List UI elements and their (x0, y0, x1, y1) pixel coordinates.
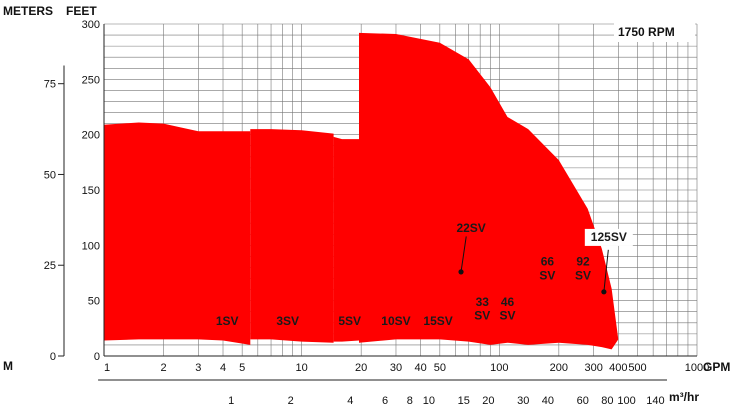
m3hr-tick-label: 100 (617, 395, 635, 407)
gpm-tick-label: 10 (296, 362, 308, 374)
model-label: SV (474, 308, 490, 322)
m3hr-tick-label: 80 (601, 395, 613, 407)
m3hr-tick-label: 8 (407, 395, 413, 407)
gpm-tick-label: 3 (195, 362, 201, 374)
feet-tick-label: 250 (82, 74, 100, 86)
gpm-tick-label: 1000 (685, 362, 709, 374)
model-label: 33 (476, 295, 490, 309)
meters-tick-label: 50 (44, 169, 56, 181)
curve-area (359, 32, 619, 350)
m3hr-tick-label: 60 (577, 395, 589, 407)
gpm-tick-label: 300 (584, 362, 602, 374)
m3hr-tick-label: 10 (423, 395, 435, 407)
axes (63, 24, 697, 381)
model-labels: 1SV 3SV 5SV 10SV 15SV22SV33SV46SV66SV92SV125… (216, 221, 633, 328)
curve-area (333, 136, 469, 349)
feet-tick-label: 100 (82, 240, 100, 252)
leader-dot (458, 269, 464, 275)
meters-unit-label: METERS (3, 4, 53, 18)
label-125sv-background (584, 228, 633, 246)
m3hr-tick-label: 40 (542, 395, 554, 407)
model-label: 15SV (423, 314, 452, 328)
gpm-tick-label: 20 (355, 362, 367, 374)
m3hr-tick-label: 1 (228, 395, 234, 407)
curve-area (250, 129, 334, 344)
gpm-tick-label: 50 (434, 362, 446, 374)
meters-tick-label: 25 (44, 260, 56, 272)
gpm-tick-label: 200 (550, 362, 568, 374)
meters-unit-stub: M (3, 359, 13, 373)
rpm-label: 1750 RPM (618, 25, 675, 39)
m3hr-tick-label: 6 (382, 395, 388, 407)
feet-unit-label: FEET (66, 4, 97, 18)
model-label: SV (575, 269, 591, 283)
m3hr-tick-label: 20 (482, 395, 494, 407)
model-label: 66 (541, 254, 555, 268)
feet-tick-label: 300 (82, 19, 100, 31)
gpm-tick-label: 40 (415, 362, 427, 374)
gpm-tick-label: 1 (104, 362, 110, 374)
gpm-tick-label: 2 (160, 362, 166, 374)
m3hr-tick-label: 30 (517, 395, 529, 407)
gpm-tick-label: 5 (239, 362, 245, 374)
feet-tick-label: 50 (88, 296, 100, 308)
gpm-tick-label: 4 (220, 362, 226, 374)
leader-dot (601, 289, 607, 295)
meters-tick-label: 75 (44, 79, 56, 91)
model-label: SV (539, 269, 555, 283)
gpm-tick-label: 30 (390, 362, 402, 374)
leader-line (603, 249, 609, 292)
model-label: 3SV (276, 314, 299, 328)
model-label: 92 (576, 254, 590, 268)
gpm-unit-label: GPM (703, 360, 730, 374)
feet-tick-label: 200 (82, 130, 100, 142)
leader-line (460, 236, 467, 272)
model-label: 125SV (591, 230, 627, 244)
model-label: SV (500, 308, 516, 322)
m3hr-unit-label: m³/hr (669, 390, 699, 404)
m3hr-tick-label: 140 (646, 395, 664, 407)
m3hr-tick-label: 2 (288, 395, 294, 407)
meters-tick-label: 0 (50, 351, 56, 363)
gpm-tick-label: 400 (609, 362, 627, 374)
model-label: 1SV (216, 314, 239, 328)
feet-tick-label: 150 (82, 185, 100, 197)
feet-tick-label: 0 (94, 351, 100, 363)
model-label: 46 (501, 295, 515, 309)
m3hr-tick-label: 15 (458, 395, 470, 407)
rpm-label-box (614, 22, 695, 42)
performance-curves (104, 32, 619, 351)
gpm-tick-label: 100 (490, 362, 508, 374)
gpm-tick-label: 500 (628, 362, 646, 374)
model-label: 22SV (456, 221, 485, 235)
model-label: 10SV (381, 314, 410, 328)
curve-area (104, 122, 251, 351)
m3hr-tick-label: 4 (347, 395, 353, 407)
model-label: 5SV (338, 314, 361, 328)
